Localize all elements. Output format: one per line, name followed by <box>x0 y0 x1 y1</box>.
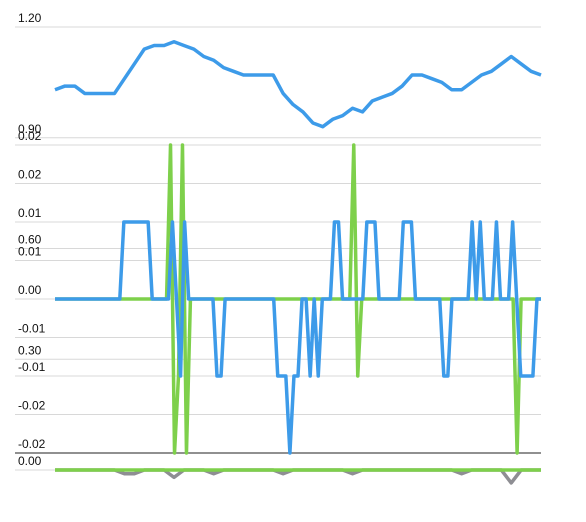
y-tick-label: -0.02 <box>18 437 46 451</box>
y-tick-label: 0.90 <box>18 122 42 136</box>
grid-layer: 1.20 0.90 0.60 0.30 0.00 0.02 0.02 0.01 0.01 0.00… <box>15 11 541 471</box>
y-tick-label: 0.00 <box>18 454 42 468</box>
baseline-layer <box>55 468 541 485</box>
y-tick-label: 0.00 <box>18 283 42 297</box>
y-tick-label: -0.01 <box>18 360 46 374</box>
y-tick-label: 0.02 <box>18 129 42 143</box>
y-tick-label: 0.60 <box>18 233 42 247</box>
series-line <box>55 468 541 485</box>
line-layer <box>54 40 542 455</box>
y-tick-label: 0.01 <box>18 206 42 220</box>
series-line <box>55 220 541 455</box>
y-tick-label: -0.01 <box>18 322 46 336</box>
y-tick-label: 1.20 <box>18 11 42 25</box>
y-tick-label: 0.30 <box>18 343 42 357</box>
series-line <box>54 40 542 129</box>
y-tick-label: -0.02 <box>18 399 46 413</box>
y-tick-label: 0.01 <box>18 245 42 259</box>
y-tick-label: 0.02 <box>18 168 42 182</box>
